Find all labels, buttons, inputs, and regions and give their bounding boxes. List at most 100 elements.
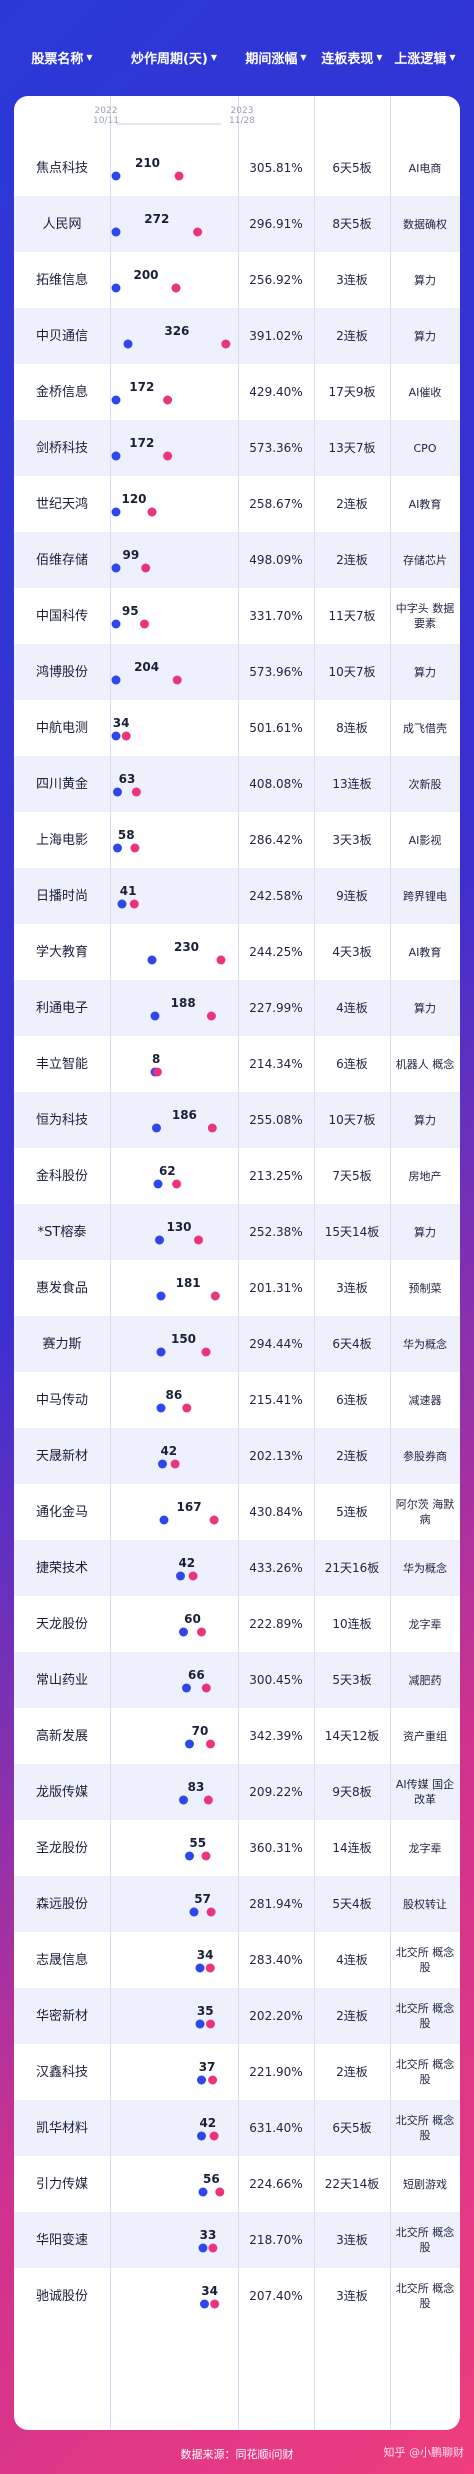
board-value: 4连板 [336, 1952, 368, 1967]
start-dot [156, 1291, 166, 1301]
gain-value: 215.41% [249, 1392, 303, 1407]
period-days-label: 95 [122, 604, 139, 618]
board-value: 6天5板 [332, 160, 372, 175]
table-row: 世纪天鸿 258.67% 2连板 AI教育 [14, 476, 460, 532]
period-days-label: 66 [188, 1668, 205, 1682]
period-bars-chart: 210 272 200 326 172 172 120 99 95 204 34 63 58 41 230 1… [111, 156, 231, 2309]
end-dot [129, 899, 139, 909]
period-days-label: 34 [197, 1948, 214, 1962]
period-bar: 95 [111, 604, 149, 629]
stock-name: 中贝通信 [35, 328, 88, 344]
start-dot [185, 1851, 194, 1861]
stock-name: 天龙股份 [35, 1616, 88, 1632]
gain-value: 573.96% [249, 664, 303, 679]
board-value: 2连板 [336, 552, 368, 567]
logic-value: 龙字辈 [408, 1841, 442, 1855]
table-row: 常山药业 300.45% 5天3板 减肥药 [14, 1652, 460, 1708]
logic-value: 数据确权 [403, 217, 447, 231]
period-bar: 41 [117, 884, 139, 909]
header-gain[interactable]: 期间涨幅 ▼ [238, 28, 314, 86]
board-value: 10连板 [332, 1616, 372, 1631]
period-days-label: 172 [129, 436, 154, 450]
board-value: 22天14板 [324, 2176, 380, 2191]
start-dot [111, 283, 121, 293]
start-dot [198, 2243, 208, 2253]
period-days-label: 35 [197, 2004, 214, 2018]
table-row: 天龙股份 222.89% 10连板 龙字辈 [14, 1596, 460, 1652]
logic-value: 北交所 概念股 [395, 2114, 455, 2142]
start-dot [156, 1347, 166, 1357]
stock-name: 龙版传媒 [35, 1784, 88, 1800]
board-value: 9天8板 [332, 1784, 372, 1799]
period-days-label: 42 [199, 2116, 216, 2130]
end-dot [174, 171, 184, 181]
end-year: 2023 [230, 106, 254, 116]
table-row: 赛力斯 294.44% 6天4板 华为概念 [14, 1316, 460, 1372]
end-dot [130, 843, 140, 853]
stock-name: 丰立智能 [35, 1056, 88, 1072]
header-board[interactable]: 连板表现 ▼ [314, 28, 390, 86]
data-table: 焦点科技 305.81% 6天5板 AI电商 人民网 296.91% 8天5板 数据确权 拓维信… [14, 96, 460, 2430]
period-days-label: 55 [189, 1836, 206, 1850]
period-days-label: 200 [133, 268, 158, 282]
stock-name: 赛力斯 [42, 1336, 82, 1352]
period-days-label: 56 [203, 2172, 220, 2186]
board-value: 3连板 [336, 1280, 368, 1295]
end-date: 11/28 [229, 116, 255, 126]
triangle-down-icon: ▼ [86, 52, 93, 62]
end-dot [201, 1347, 211, 1357]
start-dot [155, 1235, 164, 1245]
end-dot [210, 1291, 220, 1301]
start-dot [111, 731, 121, 741]
period-days-label: 33 [200, 2228, 217, 2242]
gain-value: 255.08% [249, 1112, 303, 1127]
stock-name: 金科股份 [35, 1168, 88, 1184]
period-bar: 167 [159, 1500, 219, 1525]
source-note: 数据来源：同花顺i问财 [180, 2448, 294, 2461]
table-row: 恒为科技 255.08% 10天7板 算力 [14, 1092, 460, 1148]
table-row: 森远股份 281.94% 5天4板 股权转让 [14, 1876, 460, 1932]
stock-name: 恒为科技 [35, 1112, 88, 1128]
period-bar: 34 [200, 2284, 220, 2309]
end-dot [182, 1403, 192, 1413]
gain-value: 342.39% [249, 1728, 303, 1743]
header-board-label: 连板表现 [321, 51, 374, 67]
triangle-down-icon: ▼ [210, 52, 218, 62]
logic-value: AI影视 [408, 833, 442, 847]
period-bar: 200 [111, 268, 181, 293]
gain-value: 214.34% [249, 1056, 303, 1071]
watermark: 知乎 @小鹏聊财 [383, 2446, 465, 2459]
period-bar: 172 [111, 380, 173, 405]
period-days-label: 58 [118, 828, 135, 842]
logic-value: 北交所 概念股 [395, 1946, 455, 1974]
gain-value: 429.40% [249, 384, 303, 399]
logic-value: 次新股 [408, 777, 442, 791]
header-logic[interactable]: 上涨逻辑 ▼ [390, 28, 460, 86]
logic-value: 算力 [414, 1001, 436, 1015]
logic-value: 机器人 概念 [395, 1057, 455, 1071]
header-period[interactable]: 炒作周期(天) ▼ [110, 28, 238, 86]
end-dot [131, 787, 141, 797]
logic-value: 算力 [414, 665, 436, 679]
period-bar: 55 [185, 1836, 211, 1861]
end-dot [152, 1067, 162, 1077]
logic-value: 参股券商 [403, 1449, 447, 1463]
board-value: 11天7板 [328, 608, 376, 623]
period-bar: 186 [152, 1108, 217, 1133]
period-days-label: 62 [159, 1164, 176, 1178]
stock-name: 驰诚股份 [35, 2288, 88, 2304]
gain-value: 213.25% [249, 1168, 303, 1183]
stock-name: 常山药业 [35, 1672, 88, 1688]
table-row: 剑桥科技 573.36% 13天7板 CPO [14, 420, 460, 476]
end-dot [201, 1683, 211, 1693]
board-value: 2连板 [336, 328, 368, 343]
table-row: *ST榕泰 252.38% 15天14板 算力 [14, 1204, 460, 1260]
period-days-label: 83 [188, 1780, 205, 1794]
gain-value: 498.09% [249, 552, 303, 567]
start-dot [111, 563, 121, 573]
header-stock-name[interactable]: 股票名称 ▼ [14, 28, 110, 86]
table-row: 四川黄金 408.08% 13连板 次新股 [14, 756, 460, 812]
period-days-label: 181 [176, 1276, 201, 1290]
gain-value: 283.40% [249, 1952, 303, 1967]
end-dot [221, 339, 231, 349]
